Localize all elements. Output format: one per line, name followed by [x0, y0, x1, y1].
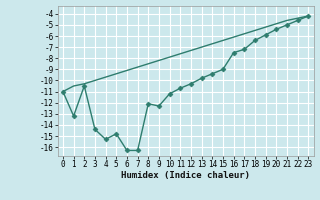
- X-axis label: Humidex (Indice chaleur): Humidex (Indice chaleur): [121, 171, 250, 180]
